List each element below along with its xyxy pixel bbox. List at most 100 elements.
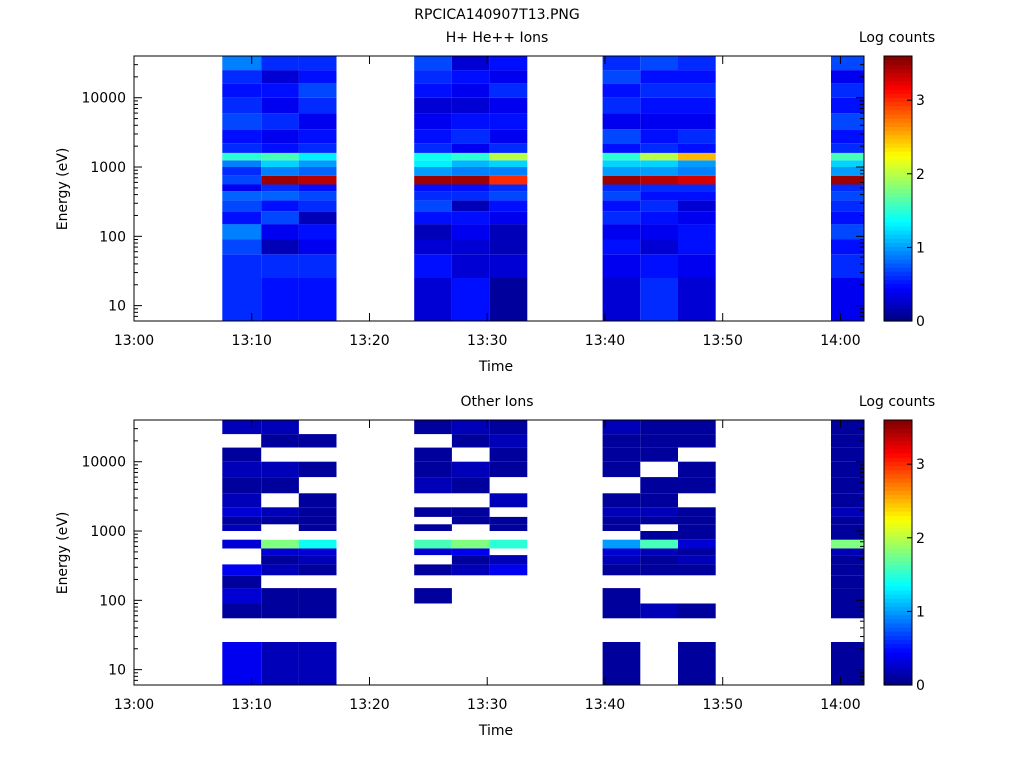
colorbar-swatch [884, 651, 912, 657]
colorbar-swatch [884, 109, 912, 115]
colorbar-swatch [884, 271, 912, 277]
heatmap-cell [489, 70, 528, 84]
colorbar-swatch [884, 548, 912, 554]
heatmap-cell [678, 278, 716, 321]
colorbar-swatch [884, 217, 912, 223]
colorbar-swatch [884, 138, 912, 144]
heatmap-cells [222, 420, 864, 685]
colorbar-swatch [884, 200, 912, 206]
heatmap-cell [222, 167, 262, 176]
heatmap-cell [298, 211, 337, 225]
heatmap-cell [451, 564, 490, 576]
y-tick-label: 10 [108, 663, 126, 679]
heatmap-cell [678, 70, 716, 84]
heatmap-cell [451, 477, 490, 494]
heatmap-cell [261, 477, 299, 494]
heatmap-cell [222, 420, 262, 435]
heatmap-cell [489, 539, 528, 549]
heatmap-cell [602, 254, 641, 278]
heatmap-cell [602, 143, 641, 153]
colorbar-swatch [884, 544, 912, 549]
heatmap-cell [831, 539, 864, 549]
heatmap-cell [414, 83, 452, 98]
colorbar-swatch [884, 490, 912, 496]
heatmap-cell [640, 507, 678, 517]
heatmap-cell [640, 97, 678, 114]
heatmap-cell [602, 548, 641, 556]
heatmap-cell [222, 129, 262, 144]
heatmap-cell [261, 539, 299, 549]
heatmap-cell [678, 97, 716, 114]
heatmap-cell [831, 143, 864, 153]
heatmap-cell [298, 516, 337, 525]
heatmap-cell [261, 239, 299, 255]
heatmap-cell [640, 143, 678, 153]
colorbar-swatch [884, 656, 912, 661]
heatmap-cell [261, 642, 299, 685]
colorbar-swatch [884, 477, 912, 483]
heatmap-cell [640, 152, 678, 161]
colorbar-swatch [884, 664, 912, 670]
colorbar-swatch [884, 672, 912, 678]
heatmap-cell [222, 642, 262, 685]
heatmap-cell [414, 211, 452, 225]
heatmap-cell [831, 420, 864, 435]
colorbar-label: Log counts [859, 394, 935, 410]
heatmap-cell [451, 461, 490, 478]
colorbar-swatch [884, 515, 912, 520]
heatmap-cell [640, 200, 678, 212]
heatmap-cell [222, 70, 262, 84]
heatmap-cell [602, 184, 641, 192]
colorbar-swatch [884, 577, 912, 583]
heatmap-cell [298, 113, 337, 130]
colorbar-swatch [884, 527, 912, 533]
heatmap-cell [298, 434, 337, 448]
heatmap-cell [678, 555, 716, 565]
heatmap-cell [222, 539, 262, 549]
colorbar-swatch [884, 519, 912, 525]
heatmap-cell [298, 143, 337, 153]
heatmap-cell [831, 254, 864, 278]
heatmap-cell [414, 70, 452, 84]
colorbar-swatch [884, 263, 912, 268]
colorbar-swatch [884, 246, 912, 252]
plot-frame [133, 55, 865, 322]
heatmap-cell [489, 239, 528, 255]
heatmap-cell [489, 56, 528, 71]
panel-title: Other Ions [460, 394, 533, 410]
heatmap-cell [602, 175, 641, 185]
colorbar-swatch [884, 618, 912, 624]
heatmap-cell [261, 160, 299, 167]
colorbar-swatch [884, 229, 912, 235]
colorbar-swatch [884, 234, 912, 239]
heatmap-cell [261, 254, 299, 278]
colorbar-swatch [884, 593, 912, 599]
colorbar-swatch [884, 267, 912, 272]
colorbar-swatch [884, 151, 912, 156]
heatmap-cell [678, 129, 716, 144]
heatmap-cell [298, 493, 337, 508]
heatmap-cell [602, 420, 641, 435]
colorbar-tick-label: 2 [916, 167, 925, 183]
heatmap-cell [678, 531, 716, 540]
heatmap-cell [222, 507, 262, 517]
colorbar-swatch [884, 304, 912, 310]
heatmap-cell [602, 239, 641, 255]
heatmap-cell [298, 56, 337, 71]
heatmap-cell [451, 254, 490, 278]
heatmap-cell [640, 184, 678, 192]
colorbar-swatch [884, 134, 912, 140]
heatmap-cell [414, 97, 452, 114]
heatmap-cell [451, 97, 490, 114]
x-tick-label: 13:00 [114, 697, 154, 713]
colorbar-tick-label: 1 [916, 604, 925, 620]
colorbar-swatch [884, 473, 912, 479]
heatmap-cell [602, 603, 641, 619]
heatmap-cell [640, 191, 678, 201]
colorbar-swatch [884, 523, 912, 529]
heatmap-cell [489, 224, 528, 240]
colorbar-swatch [884, 68, 912, 74]
heatmap-cell [831, 603, 864, 619]
heatmap-cell [489, 461, 528, 478]
heatmap-cell [298, 461, 337, 478]
